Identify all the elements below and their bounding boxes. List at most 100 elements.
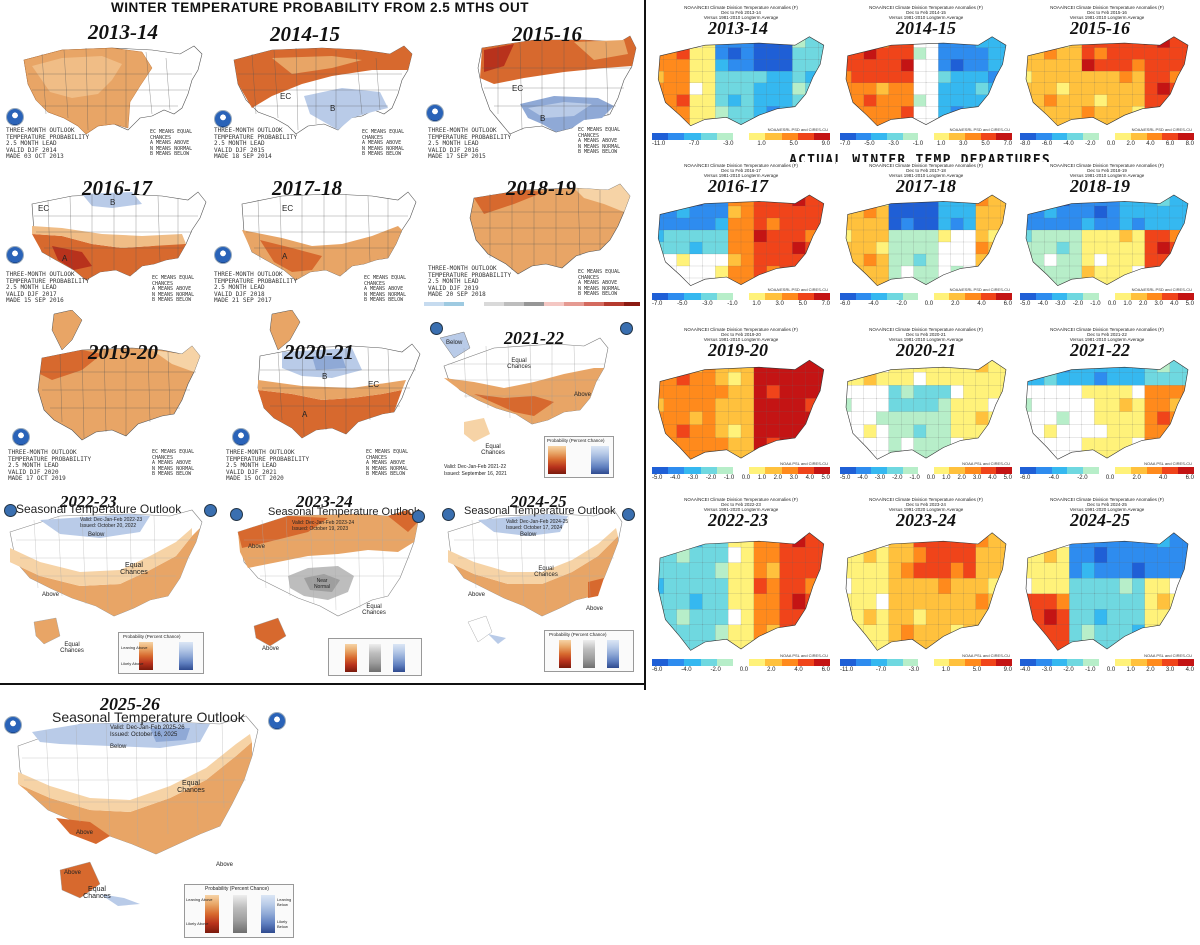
climate-division-cell [1000,82,1006,96]
likely-below-label: Likely Below [277,919,288,929]
outlook-panel-2015-16: 2015-16 EC B THREE-MONTH OUTLOOK TEMPERA… [424,18,640,163]
climate-division-cell [728,71,742,84]
climate-division-cell [1144,241,1158,255]
climate-division-cell [658,562,665,579]
actual-panel-2014-15: NOAA/NCEI Climate Division Temperature A… [836,4,1016,152]
noaa-logo-icon [4,716,22,734]
year-label: 2017-18 [896,176,956,196]
climate-division-cell [663,593,678,610]
climate-division-cell [702,547,716,564]
climate-division-cell [851,205,865,219]
climate-division-cell [818,411,824,426]
climate-division-cell [1069,640,1083,651]
colorbar-tick-label: 1.0 [936,141,946,147]
climate-division-cell [740,229,755,243]
map-letter-ec: EC [282,204,294,213]
colorbar-tick-label: -7.0 [652,301,663,307]
year-label: 2024-25 [1070,510,1130,530]
climate-division-cell [1094,411,1108,426]
climate-division-cell [753,47,768,60]
climate-division-cell [1026,94,1033,108]
climate-division-cell [766,547,781,564]
climate-division-cell [851,562,865,579]
climate-division-cell [689,398,704,413]
climate-division-cell [975,360,989,373]
actual-panel-2019-20: NOAA/NCEI Climate Division Temperature A… [648,326,834,486]
climate-division-cell [702,265,716,279]
climate-division-cell [1044,516,1057,532]
climate-division-cell [658,36,665,49]
colorbar-swatch [1083,293,1100,300]
actual-map-2022-23 [657,516,825,651]
climate-division-cell [913,398,927,413]
climate-division-cell [753,253,768,267]
climate-division-cell [728,360,742,373]
above-swatches [345,644,357,672]
climate-division-cell [1069,71,1083,84]
climate-division-cell [876,59,890,72]
climate-division-cell [851,217,865,231]
climate-division-cell [1031,562,1045,579]
climate-division-cell [715,398,729,413]
climate-division-cell [792,59,806,72]
climate-division-cell [766,385,781,399]
anomaly-period: Dec to Feb 2013-14 [721,10,761,15]
map-label-below: Below [88,532,105,538]
climate-division-cell [888,578,902,595]
climate-division-cell [728,94,742,108]
climate-division-cell [1132,195,1146,207]
climate-division-cell [728,624,742,642]
climate-division-cell [863,398,877,413]
climate-division-cell [1056,398,1070,413]
climate-division-cell [740,547,755,564]
colorbar-tick-label: 2.0 [767,667,776,673]
colorbar-swatch [871,467,887,474]
climate-division-cell [663,624,678,642]
climate-division-cell [913,424,927,439]
colorbar-swatch [1099,293,1115,300]
climate-division-cell [846,450,852,460]
climate-division-cell [1001,182,1014,195]
probability-legend: Probability (Percent Chance) Leaning Abo… [118,632,204,674]
year-label: 2023-24 [896,510,956,530]
climate-division-cell [1031,82,1045,96]
map-label-above-east: Above [586,606,604,612]
climate-division-cell [702,372,716,386]
climate-division-cell [1000,437,1006,452]
climate-division-cell [988,229,1002,243]
climate-division-cell [715,640,729,651]
climate-division-cell [925,59,939,72]
climate-division-cell [1157,106,1171,119]
climate-division-cell [677,516,690,532]
climate-division-cell [851,229,865,243]
climate-division-cell [753,450,768,460]
climate-division-cell [1182,398,1188,413]
climate-division-cell [846,195,852,207]
climate-division-cell [1182,229,1188,243]
outlook-info: THREE-MONTH OUTLOOK TEMPERATURE PROBABIL… [6,127,90,160]
colorbar-tick-label: -3.0 [908,667,920,673]
colorbar-strip [424,302,640,306]
climate-division-cell [1056,217,1070,231]
climate-division-cell [1144,217,1158,231]
climate-division-cell [792,24,805,36]
climate-division-cell [950,241,964,255]
climate-division-cell [950,424,964,439]
climate-division-cell [1157,562,1171,579]
colorbar-swatch [855,293,872,300]
climate-division-cell [792,241,806,255]
anomaly-colorbar [840,659,1013,666]
nws-logo-icon [204,504,217,517]
climate-division-cell [1069,59,1083,72]
colorbar-swatch [797,659,814,666]
climate-division-cell [1069,229,1083,243]
climate-division-cell [888,411,902,426]
climate-division-cell [664,24,677,36]
climate-division-cell [938,532,952,548]
climate-division-cell [925,205,939,219]
climate-division-cell [715,532,729,548]
climate-division-cell [1000,424,1006,439]
colorbar-tick-label: 0.0 [924,301,934,307]
climate-division-cell [1026,547,1033,564]
climate-division-cell [1000,360,1006,373]
